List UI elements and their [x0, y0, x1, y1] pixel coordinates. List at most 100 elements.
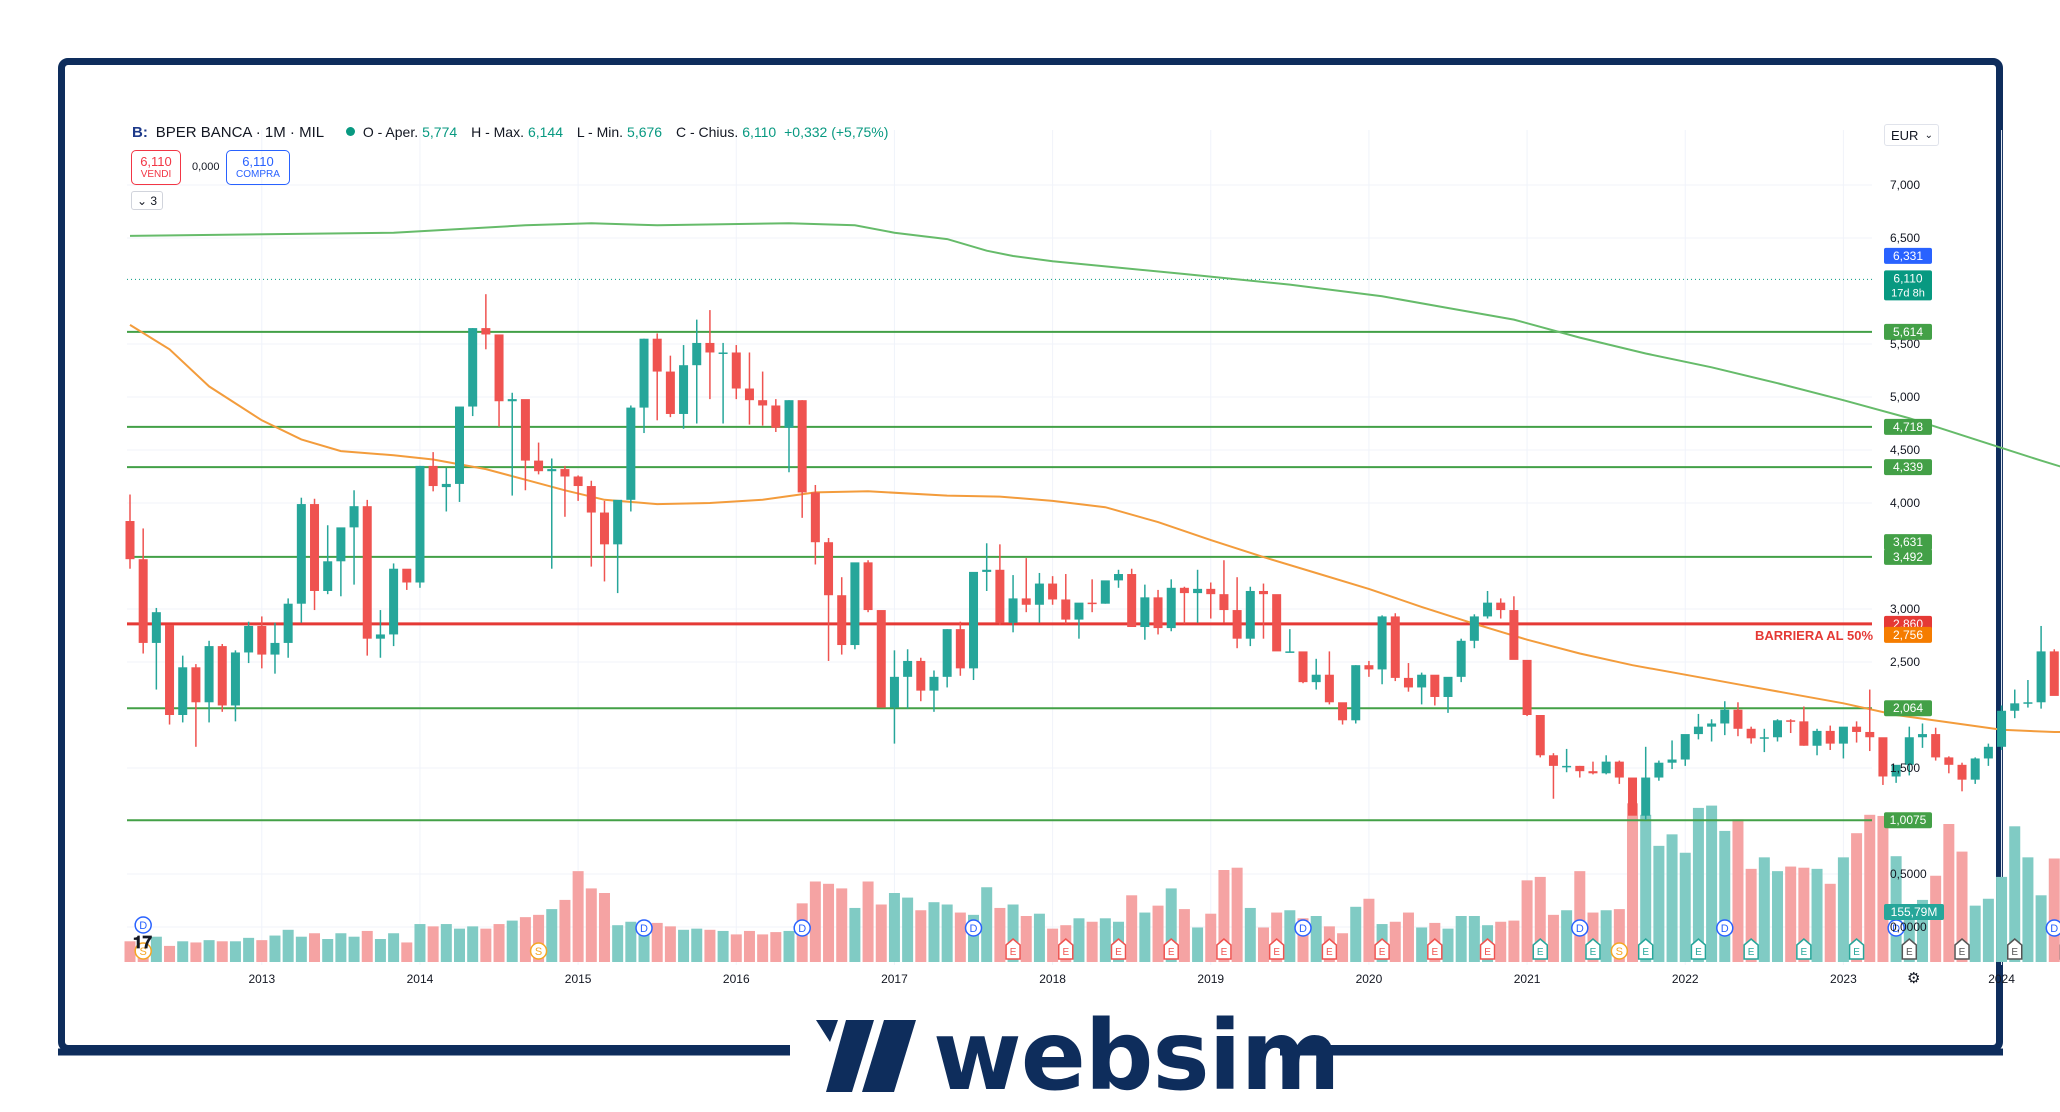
dividend-label: D [1299, 923, 1307, 935]
candle-body [1404, 678, 1413, 688]
candle-body [587, 486, 596, 513]
volume-bar [190, 942, 201, 962]
volume-bar [507, 921, 518, 962]
candle-body [297, 504, 306, 604]
gear-icon[interactable]: ⚙ [1907, 969, 1920, 987]
volume-bar [1495, 922, 1506, 962]
volume-bar [480, 929, 491, 962]
volume-bar [335, 933, 346, 962]
volume-bar [876, 905, 887, 963]
price-badge-label: 1,0075 [1890, 813, 1927, 827]
y-tick-label: 6,500 [1890, 231, 1920, 245]
candle-body [719, 352, 728, 354]
volume-bar [428, 926, 439, 962]
indicators-toggle[interactable]: ⌄ 3 [131, 191, 163, 210]
candle-body [1457, 641, 1466, 677]
volume-bar [1653, 846, 1664, 962]
earnings-label: E [1642, 947, 1649, 958]
candle-body [1997, 711, 2006, 747]
volume-bar [625, 922, 636, 962]
candle-body [1430, 675, 1439, 697]
volume-bar [942, 905, 953, 963]
earnings-label: E [1959, 947, 1966, 958]
x-tick-label: 2014 [407, 972, 434, 986]
volume-bar [1825, 884, 1836, 962]
open-value: 5,774 [422, 124, 457, 140]
candle-body [2050, 651, 2059, 696]
volume-bar [770, 932, 781, 962]
candle-body [982, 570, 991, 572]
candle-body [244, 626, 253, 653]
candle-body [1536, 715, 1545, 755]
earnings-label: E [1326, 947, 1333, 958]
candle-body [560, 469, 569, 476]
candle-body [231, 652, 240, 705]
x-tick-label: 2015 [565, 972, 592, 986]
sell-price: 6,110 [132, 154, 180, 169]
volume-bar [296, 937, 307, 962]
candle-body [1035, 584, 1044, 605]
sell-button[interactable]: 6,110 VENDI [131, 150, 181, 185]
price-badge-countdown: 17d 8h [1891, 287, 1925, 299]
candle-body [1826, 731, 1835, 744]
candle-body [640, 339, 649, 408]
currency-select[interactable]: EUR ⌄ [1884, 124, 1939, 146]
candle-body [508, 399, 517, 401]
volume-bar [1877, 816, 1888, 962]
candle-body [666, 372, 675, 414]
symbol-title[interactable]: BPER BANCA · 1M · MIL [156, 124, 324, 141]
candle-body [1496, 603, 1505, 610]
volume-bar [217, 941, 228, 962]
volume-bar [1087, 922, 1098, 962]
candle-body [1101, 580, 1110, 603]
candle-body [1694, 727, 1703, 734]
volume-bar [243, 938, 254, 962]
candle-body [1312, 675, 1321, 682]
buy-button[interactable]: 6,110 COMPRA [226, 150, 290, 185]
y-tick-label: 0,5000 [1890, 867, 1927, 881]
candle-body [363, 506, 372, 639]
volume-bar [1508, 921, 1519, 962]
candle-body [1061, 599, 1070, 619]
volume-bar [1943, 824, 1954, 962]
chart-canvas[interactable]: BARRIERA AL 50% DDDDDDDDDDDSSSEEEEEEEEEE… [0, 0, 2060, 1000]
candle-body [837, 595, 846, 645]
x-tick-label: 2021 [1514, 972, 1541, 986]
price-badge-label: 4,718 [1893, 420, 1923, 434]
dividend-label: D [2050, 923, 2058, 935]
volume-bar [1732, 819, 1743, 962]
volume-bar [902, 898, 913, 962]
candle-body [574, 477, 583, 487]
volume-bar [784, 931, 795, 962]
volume-bar [731, 934, 742, 962]
sell-label: VENDI [132, 169, 180, 180]
volume-bar [863, 882, 874, 963]
price-badge-label: 6,110 [1893, 271, 1922, 285]
volume-bar [1232, 868, 1243, 962]
y-tick-label: 2,500 [1890, 655, 1920, 669]
volume-bar [889, 893, 900, 962]
volume-bar [375, 939, 386, 962]
candle-body [1009, 598, 1018, 622]
candle-body [995, 570, 1004, 623]
candle-body [877, 610, 886, 708]
x-tick-label: 2022 [1672, 972, 1699, 986]
indicators-count: 3 [150, 194, 157, 208]
candle-body [336, 527, 345, 561]
candle-body [864, 562, 873, 610]
candle-body [1654, 763, 1663, 778]
candle-body [1193, 589, 1202, 593]
candle-body [916, 661, 925, 691]
volume-bar [2036, 895, 2047, 962]
volume-bar [1772, 871, 1783, 962]
volume-bar [1812, 869, 1823, 962]
candle-body [191, 667, 200, 702]
volume-bar [1192, 928, 1203, 963]
chevron-down-icon: ⌄ [137, 194, 147, 208]
candle-body [1668, 760, 1677, 763]
volume-bar [546, 909, 557, 962]
price-badge-label: 3,631 [1893, 535, 1923, 549]
volume-bar [1706, 806, 1717, 962]
candle-body [2037, 651, 2046, 702]
candle-body [1351, 665, 1360, 720]
